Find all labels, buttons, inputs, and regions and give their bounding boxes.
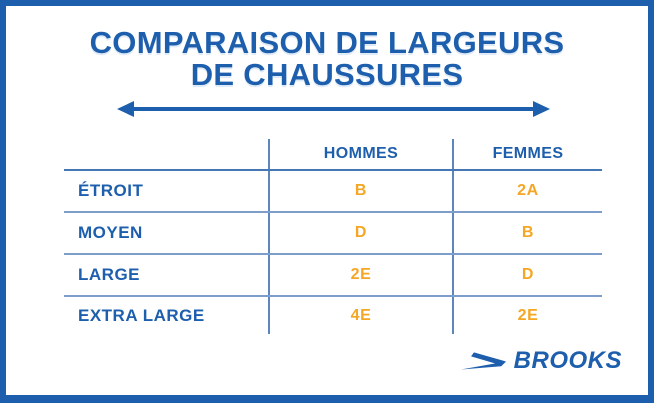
width-range-arrow (117, 100, 550, 118)
width-comparison-table: HOMMES FEMMES ÉTROIT B 2A MOYEN D B LARG… (64, 139, 602, 334)
femmes-value: D (452, 254, 602, 297)
hommes-value: B (268, 170, 453, 213)
table-row: LARGE 2E D (64, 254, 602, 297)
hommes-value: 4E (268, 296, 453, 334)
table-row: ÉTROIT B 2A (64, 170, 602, 213)
femmes-value: 2E (452, 296, 602, 334)
brooks-swoosh-icon (460, 351, 506, 369)
row-label: ÉTROIT (64, 170, 269, 213)
row-label: MOYEN (64, 212, 269, 255)
hommes-value: D (268, 212, 453, 255)
page-title-line1: COMPARAISON DE LARGEURS (89, 25, 565, 60)
femmes-value: 2A (452, 170, 602, 213)
table-row: MOYEN D B (64, 212, 602, 255)
column-header-femmes: FEMMES (452, 139, 602, 171)
hommes-value: 2E (268, 254, 453, 297)
corner-cell (64, 139, 269, 171)
double-arrow-icon (117, 101, 550, 117)
column-header-hommes: HOMMES (268, 139, 453, 171)
brooks-logo: BROOKS (460, 347, 622, 375)
table-row: EXTRA LARGE 4E 2E (64, 296, 602, 334)
row-label: LARGE (64, 254, 269, 297)
brooks-wordmark: BROOKS (513, 347, 622, 374)
femmes-value: B (452, 212, 602, 255)
page-title-line2: DE CHAUSSURES (190, 57, 464, 92)
page-title: COMPARAISON DE LARGEURS DE CHAUSSURES (6, 27, 648, 91)
header-row: HOMMES FEMMES (64, 139, 602, 171)
row-label: EXTRA LARGE (78, 305, 205, 325)
